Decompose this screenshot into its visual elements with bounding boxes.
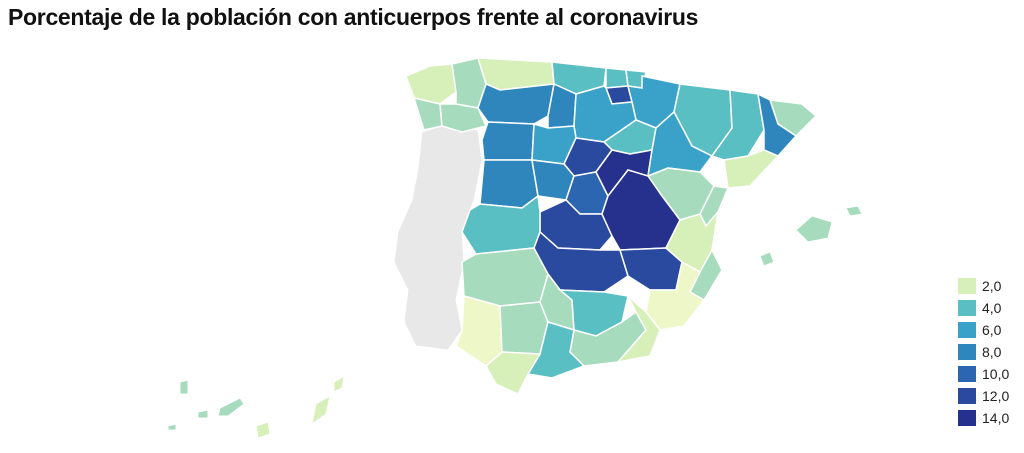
legend-label: 6,0 [982, 322, 1002, 338]
legend-swatch [958, 278, 976, 294]
legend-label: 10,0 [982, 366, 1010, 382]
legend-item: 10,0 [958, 363, 1020, 385]
legend-item: 8,0 [958, 341, 1020, 363]
legend-label: 12,0 [982, 388, 1010, 404]
region-malaga[interactable] [526, 321, 586, 379]
region-la-palma[interactable] [179, 379, 189, 395]
legend-swatch [958, 410, 976, 426]
legend-label: 4,0 [982, 300, 1002, 316]
region-badajoz[interactable] [461, 247, 549, 307]
region-zamora[interactable] [481, 121, 535, 161]
region-fuerteventura[interactable] [311, 395, 331, 426]
legend-label: 14,0 [982, 410, 1010, 426]
legend-swatch [958, 388, 976, 404]
legend-item: 6,0 [958, 319, 1020, 341]
region-sevilla[interactable] [499, 301, 549, 355]
region-almeria[interactable] [616, 295, 661, 364]
region-ibiza[interactable] [759, 251, 775, 267]
legend-swatch [958, 344, 976, 360]
region-salamanca[interactable] [479, 159, 539, 209]
region-tarragona[interactable] [723, 149, 780, 189]
legend-swatch [958, 300, 976, 316]
legend-swatch [958, 366, 976, 382]
legend-item: 12,0 [958, 385, 1020, 407]
region-cadiz[interactable] [485, 351, 542, 395]
region-bizkaia[interactable] [605, 67, 629, 89]
legend-item: 14,0 [958, 407, 1020, 429]
map-title: Porcentaje de la población con anticuerp… [8, 4, 699, 30]
region-mallorca[interactable] [795, 215, 833, 243]
region-huelva[interactable] [455, 295, 503, 367]
legend-item: 4,0 [958, 297, 1020, 319]
region-portugal[interactable] [393, 125, 483, 351]
legend: 2,0 4,0 6,0 8,0 10,0 12,0 14,0 [958, 275, 1020, 429]
region-pontevedra[interactable] [412, 96, 443, 131]
region-leon[interactable] [477, 82, 555, 125]
region-menorca[interactable] [845, 205, 863, 217]
legend-swatch [958, 322, 976, 338]
legend-label: 8,0 [982, 344, 1002, 360]
region-el-hierro[interactable] [167, 423, 177, 431]
region-gran-canaria[interactable] [255, 421, 271, 439]
legend-label: 2,0 [982, 278, 1002, 294]
region-barcelona[interactable] [757, 92, 798, 157]
region-tenerife[interactable] [217, 397, 245, 417]
region-la-gomera[interactable] [197, 409, 209, 419]
legend-item: 2,0 [958, 275, 1020, 297]
region-lanzarote[interactable] [333, 375, 345, 393]
